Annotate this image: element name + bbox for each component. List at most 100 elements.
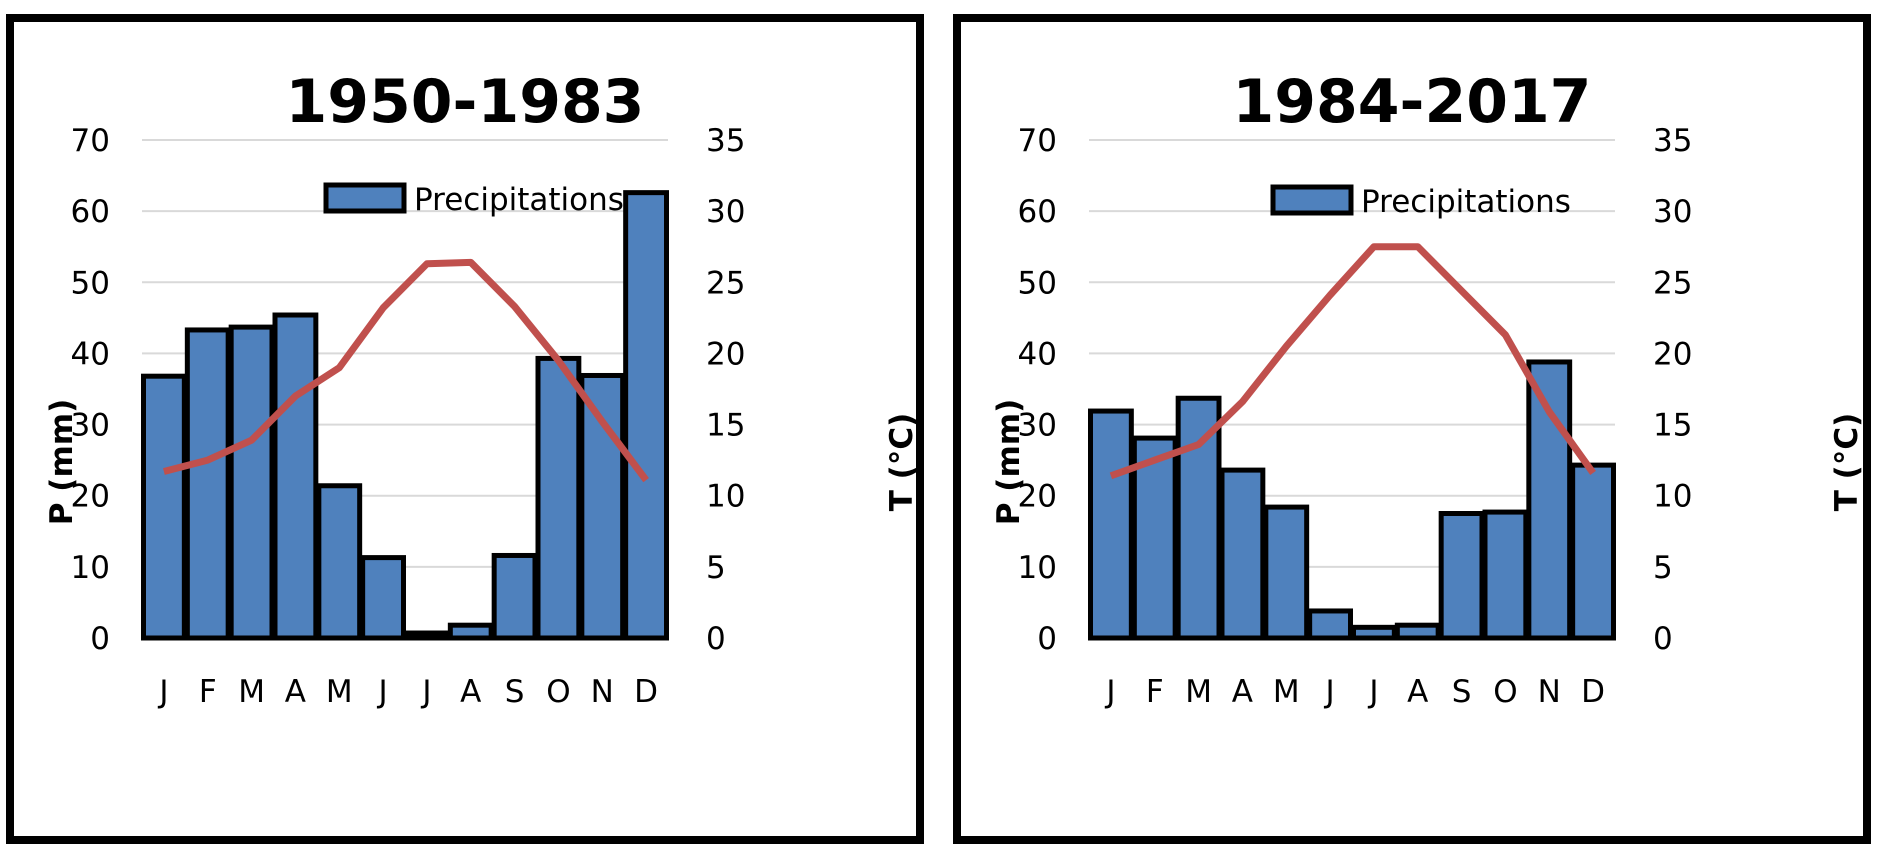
y2-axis-label: T (°C) xyxy=(884,413,916,512)
y-tick-label: 40 xyxy=(1018,336,1057,372)
legend-swatch xyxy=(1270,184,1354,216)
x-tick-label: N xyxy=(1538,674,1561,710)
x-tick-label: O xyxy=(1493,674,1517,710)
y-tick-label: 50 xyxy=(71,265,110,301)
x-tick-label: J xyxy=(1367,674,1378,710)
x-tick-label: A xyxy=(1407,674,1428,710)
precipitation-bar xyxy=(447,622,494,641)
climate-chart-1984-2017: 1984-2017 0 10 20 30 40 50 60 70 0 5 10 15 20 25 30 35 J… xyxy=(953,14,1871,844)
y-axis-label: P (mm) xyxy=(44,399,80,525)
temperature-line-series xyxy=(1109,243,1596,480)
y2-tick-label: 25 xyxy=(1653,265,1692,301)
y-tick-label: 20 xyxy=(1018,479,1057,515)
precipitation-bar xyxy=(141,373,187,641)
x-tick-label: A xyxy=(1232,674,1253,710)
y2-tick-label: 30 xyxy=(1653,194,1692,230)
y2-tick-label: 20 xyxy=(706,336,745,372)
y-tick-label: 0 xyxy=(1037,621,1057,657)
y2-tick-label: 0 xyxy=(1653,621,1673,657)
legend-label: Precipitations xyxy=(414,182,624,218)
y-tick-label: 0 xyxy=(90,621,110,657)
y-tick-label: 70 xyxy=(71,123,110,159)
y2-tick-label: 20 xyxy=(1653,336,1692,372)
x-tick-label: D xyxy=(1581,674,1605,710)
y2-tick-label: 10 xyxy=(1653,479,1692,515)
precipitation-bar xyxy=(360,555,406,641)
y2-tick-label: 5 xyxy=(1653,550,1673,586)
y-tick-label: 30 xyxy=(1018,408,1057,444)
y-tick-label: 30 xyxy=(71,408,110,444)
precipitation-bar xyxy=(1526,359,1573,641)
x-tick-label: O xyxy=(546,674,570,710)
x-tick-label: J xyxy=(420,674,431,710)
x-tick-label: J xyxy=(1324,674,1335,710)
x-tick-label: M xyxy=(238,674,265,710)
precipitation-bars xyxy=(1088,359,1617,641)
x-tick-label: D xyxy=(634,674,658,710)
precipitation-bar xyxy=(491,552,538,641)
precipitation-bar xyxy=(1307,608,1353,641)
x-tick-label: A xyxy=(285,674,306,710)
y-tick-label: 60 xyxy=(1018,194,1057,230)
temperature-line xyxy=(1109,243,1596,480)
x-tick-label: F xyxy=(1146,674,1164,710)
precipitation-bar xyxy=(184,327,231,641)
y2-tick-label: 25 xyxy=(706,265,745,301)
x-tick-label: A xyxy=(460,674,481,710)
precipitation-bar xyxy=(1131,435,1178,641)
x-tick-label: M xyxy=(1273,674,1300,710)
chart-svg: 1984-2017 0 10 20 30 40 50 60 70 0 5 10 15 20 25 30 35 J… xyxy=(991,67,1863,710)
precipitation-bar xyxy=(535,355,582,641)
y2-tick-label: 35 xyxy=(1653,123,1692,159)
y2-axis-label: T (°C) xyxy=(1829,413,1863,512)
precipitation-bar xyxy=(272,312,319,641)
x-tick-label: M xyxy=(1185,674,1212,710)
y2-tick-label: 10 xyxy=(706,479,745,515)
y-tick-label: 70 xyxy=(1018,123,1057,159)
precipitation-bar xyxy=(1394,622,1441,641)
precipitation-bar xyxy=(316,483,363,641)
x-tick-label: J xyxy=(377,674,388,710)
x-tick-label: S xyxy=(1452,674,1472,710)
precipitation-bar xyxy=(623,190,670,641)
precipitation-bar xyxy=(1482,509,1529,641)
precipitation-bar xyxy=(228,324,275,641)
chart-title: 1950-1983 xyxy=(286,67,645,137)
precipitation-bar xyxy=(579,372,626,641)
x-tick-label: S xyxy=(505,674,525,710)
precipitation-bar xyxy=(1263,504,1310,641)
y2-tick-label: 15 xyxy=(706,408,745,444)
x-tick-label: J xyxy=(1104,674,1115,710)
y-tick-label: 20 xyxy=(71,479,110,515)
y2-tick-label: 0 xyxy=(706,621,726,657)
legend-label: Precipitations xyxy=(1361,184,1571,220)
precipitation-bars xyxy=(141,190,670,641)
precipitation-bar xyxy=(1570,462,1617,641)
y-tick-label: 50 xyxy=(1018,265,1057,301)
y2-tick-label: 30 xyxy=(706,194,745,230)
precipitation-bar xyxy=(1175,395,1222,641)
legend-swatch xyxy=(323,182,407,214)
x-tick-label: J xyxy=(157,674,168,710)
legend: Precipitations xyxy=(1270,184,1571,220)
y-tick-label: 10 xyxy=(71,550,110,586)
chart-svg: 1950-1983 0 10 20 30 40 50 60 70 0 5 10 15 20 25 30 35 J… xyxy=(44,67,916,710)
y2-tick-label: 35 xyxy=(706,123,745,159)
chart-title: 1984-2017 xyxy=(1233,67,1592,137)
x-tick-label: F xyxy=(199,674,217,710)
climate-chart-1950-1983: 1950-1983 0 10 20 30 40 50 60 70 0 5 10 15 20 25 30 35 J… xyxy=(6,14,924,844)
y2-tick-label: 5 xyxy=(706,550,726,586)
x-tick-label: M xyxy=(326,674,353,710)
y-axis-label: P (mm) xyxy=(991,399,1027,525)
temperature-line-series xyxy=(163,258,649,483)
precipitation-bar xyxy=(404,630,450,641)
precipitation-bar xyxy=(1438,511,1485,641)
y-tick-label: 60 xyxy=(71,194,110,230)
y-tick-label: 40 xyxy=(71,336,110,372)
y-tick-label: 10 xyxy=(1018,550,1057,586)
x-tick-label: N xyxy=(591,674,614,710)
precipitation-bar xyxy=(1219,467,1266,641)
precipitation-bar xyxy=(1351,624,1397,641)
